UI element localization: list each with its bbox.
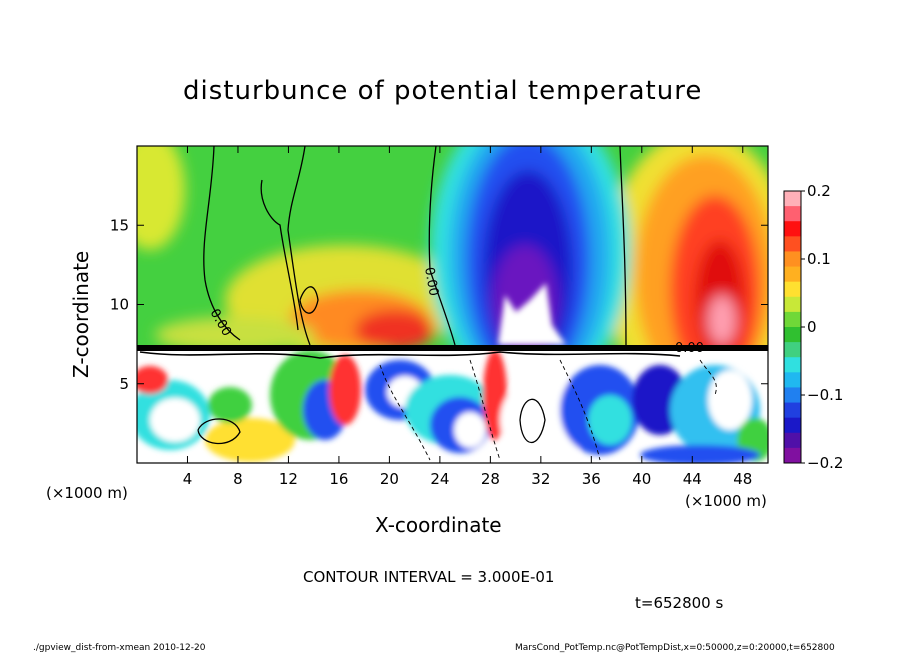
z-tick-label: 15: [110, 216, 129, 234]
x-tick-label: 16: [329, 470, 348, 488]
colorbar-swatch: [784, 357, 801, 373]
colorbar-tick-label: −0.1: [807, 386, 843, 404]
colorbar-swatch: [784, 251, 801, 268]
colorbar-tick-label: 0.2: [807, 182, 831, 200]
x-tick-label: 32: [531, 470, 550, 488]
contour-lines: [197, 146, 627, 445]
contour-label: 0.00: [675, 341, 704, 356]
z-tick-label: 5: [119, 375, 129, 393]
x-axis-ticks: 4 8 12 16 20 24 28 32 36 40 44 48: [183, 146, 752, 488]
colorbar: [783, 190, 802, 464]
colorbar-swatch: [784, 447, 801, 464]
colorbar-swatch: [784, 191, 801, 207]
colorbar-tick-label: 0.1: [807, 250, 831, 268]
colorbar-swatch: [784, 281, 801, 298]
colorbar-swatch: [784, 266, 801, 283]
x-axis-label: X-coordinate: [375, 513, 502, 537]
colorbar-ticks: 0.2 0.1 0 −0.1 −0.2: [801, 182, 843, 472]
colorbar-tick-label: 0: [807, 318, 817, 336]
colorbar-swatch: [784, 296, 801, 313]
x-tick-label: 4: [183, 470, 193, 488]
x-tick-label: 20: [380, 470, 399, 488]
x-tick-label: 40: [632, 470, 651, 488]
x-tick-label: 28: [481, 470, 500, 488]
colorbar-swatch: [784, 221, 801, 237]
z-axis-ticks: 5 10 15: [110, 216, 768, 393]
colorbar-swatch: [784, 432, 801, 449]
colorbar-swatch: [784, 206, 801, 222]
time-text: t=652800 s: [635, 594, 724, 612]
colorbar-swatch: [784, 402, 801, 419]
heatmap-field: [137, 146, 768, 463]
colorbar-swatch: [784, 372, 801, 388]
colorbar-swatch: [784, 311, 801, 328]
contour-label: 0.00: [421, 266, 441, 297]
z-unit-label: (×1000 m): [46, 484, 128, 502]
colorbar-tick-label: −0.2: [807, 454, 843, 472]
colorbar-swatch: [784, 417, 801, 434]
footer-left: ./gpview_dist-from-xmean 2010-12-20: [33, 643, 206, 653]
x-tick-label: 24: [430, 470, 449, 488]
x-tick-label: 48: [733, 470, 752, 488]
x-tick-label: 8: [233, 470, 243, 488]
contour-interval-text: CONTOUR INTERVAL = 3.000E-01: [303, 568, 555, 586]
chart-title: disturbunce of potential temperature: [183, 76, 703, 106]
z-axis-label: Z-coordinate: [69, 250, 93, 378]
z-tick-label: 10: [110, 296, 129, 314]
x-unit-label: (×1000 m): [685, 492, 767, 510]
colorbar-swatch: [784, 236, 801, 252]
colorbar-swatch: [784, 342, 801, 358]
footer-right: MarsCond_PotTemp.nc@PotTempDist,x=0:5000…: [515, 643, 835, 653]
x-tick-label: 44: [683, 470, 702, 488]
colorbar-swatch: [784, 387, 801, 404]
x-tick-label: 36: [582, 470, 601, 488]
colorbar-swatch: [784, 327, 801, 343]
x-tick-label: 12: [279, 470, 298, 488]
